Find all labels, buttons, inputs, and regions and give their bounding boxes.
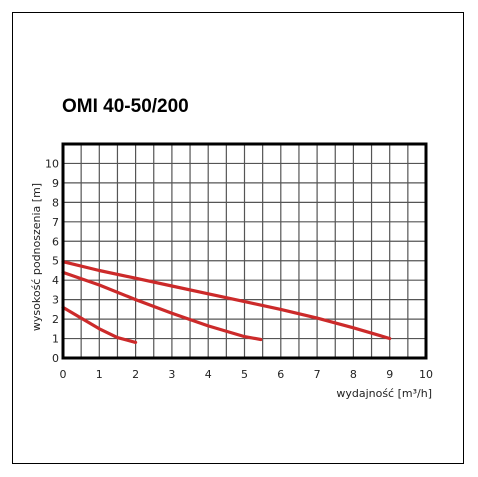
series-line-3 xyxy=(61,305,138,344)
x-tick-label: 3 xyxy=(168,368,175,381)
y-tick-label: 2 xyxy=(52,313,59,326)
y-tick-label: 0 xyxy=(52,352,59,365)
x-tick-label: 10 xyxy=(419,368,433,381)
x-tick-label: 5 xyxy=(241,368,248,381)
y-tick-label: 5 xyxy=(52,255,59,268)
y-axis-label: wysokość podnoszenia [m] xyxy=(30,183,43,331)
y-ticks: 0 1 2 3 4 5 6 7 8 9 10 xyxy=(45,157,59,365)
x-axis-label: wydajność [m³/h] xyxy=(336,387,432,400)
y-tick-label: 1 xyxy=(52,333,59,346)
x-tick-label: 9 xyxy=(386,368,393,381)
x-tick-label: 6 xyxy=(277,368,284,381)
y-tick-label: 4 xyxy=(52,274,59,287)
series-lines xyxy=(61,260,392,344)
y-tick-label: 10 xyxy=(45,157,59,170)
y-tick-label: 9 xyxy=(52,177,59,190)
x-tick-label: 7 xyxy=(314,368,321,381)
plot-border xyxy=(61,142,428,360)
x-tick-label: 1 xyxy=(96,368,103,381)
y-tick-label: 6 xyxy=(52,235,59,248)
x-tick-label: 8 xyxy=(350,368,357,381)
grid xyxy=(62,143,427,359)
x-tick-label: 0 xyxy=(60,368,67,381)
x-tick-label: 4 xyxy=(205,368,212,381)
series-line-2 xyxy=(61,270,263,342)
chart-frame xyxy=(12,12,464,464)
series-line-1 xyxy=(61,260,392,341)
y-tick-label: 3 xyxy=(52,294,59,307)
x-tick-label: 2 xyxy=(132,368,139,381)
y-tick-label: 8 xyxy=(52,196,59,209)
y-tick-label: 7 xyxy=(52,216,59,229)
chart-title: OMI 40-50/200 xyxy=(62,96,189,117)
x-ticks: 0 1 2 3 4 5 6 7 8 9 10 xyxy=(60,368,434,381)
